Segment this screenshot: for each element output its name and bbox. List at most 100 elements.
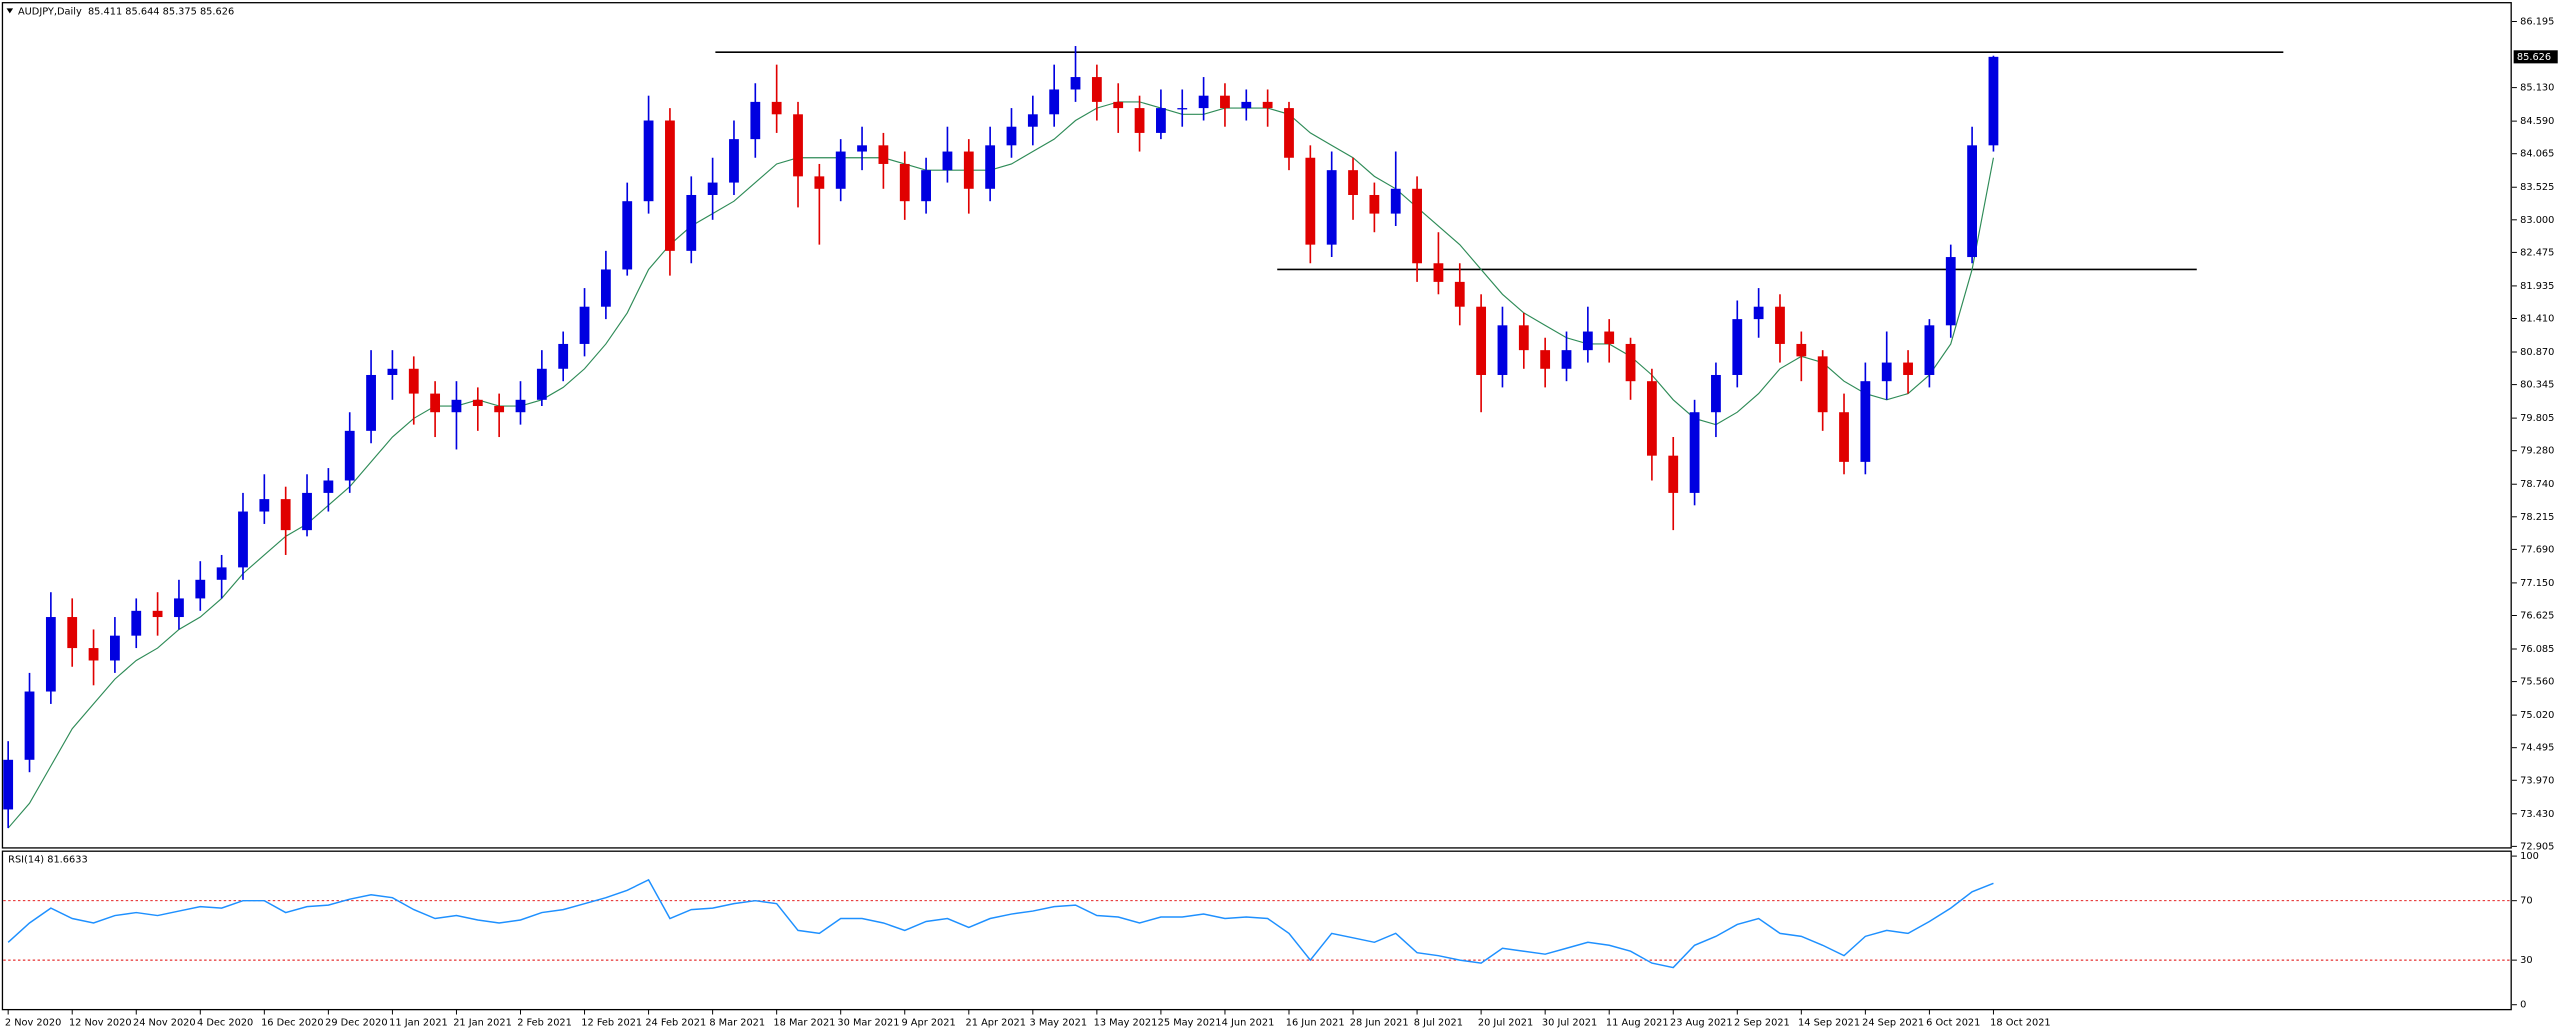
candle-body	[1390, 188, 1401, 214]
candle-body	[1775, 306, 1785, 344]
candle-body	[1924, 325, 1935, 375]
y-tick-label: 83.525	[2520, 182, 2554, 193]
candle-body	[323, 480, 334, 493]
x-tick-label: 14 Sep 2021	[1798, 1018, 1860, 1029]
candle-body	[1156, 108, 1166, 133]
candle-body	[1006, 126, 1017, 146]
chart-title: AUDJPY,Daily 85.411 85.644 85.375 85.626	[18, 7, 234, 18]
x-tick-label: 16 Dec 2020	[261, 1018, 324, 1029]
candle-body	[344, 430, 355, 481]
x-tick-label: 18 Oct 2021	[1990, 1018, 2050, 1029]
candle-body	[1646, 381, 1657, 456]
candle-body	[1454, 281, 1465, 307]
x-tick-label: 28 Jun 2021	[1350, 1018, 1409, 1029]
candle-body	[1027, 114, 1038, 127]
candle-body	[1497, 325, 1508, 375]
candle-body	[1561, 350, 1572, 369]
x-tick-label: 21 Jan 2021	[453, 1018, 512, 1029]
rsi-title: RSI(14) 81.6633	[8, 854, 88, 865]
candle-body	[67, 617, 78, 649]
candle-body	[1284, 108, 1294, 158]
x-tick-label: 18 Mar 2021	[773, 1018, 835, 1029]
candle-body	[1220, 95, 1230, 109]
price-panel	[1, 2, 2512, 849]
x-tick-label: 29 Dec 2020	[325, 1018, 388, 1029]
y-tick-label: 83.000	[2520, 215, 2554, 226]
candle-body	[878, 145, 889, 164]
candle-body	[302, 492, 312, 531]
y-tick-label: 73.430	[2520, 809, 2554, 820]
candle-body	[1348, 170, 1358, 195]
x-tick-label: 8 Mar 2021	[709, 1018, 765, 1029]
candle-body	[771, 101, 782, 115]
x-tick-label: 2 Nov 2020	[5, 1018, 61, 1029]
candle-body	[195, 579, 206, 599]
candle-body	[1518, 325, 1529, 351]
x-tick-label: 4 Dec 2020	[197, 1018, 253, 1029]
candle-body	[1049, 89, 1060, 115]
y-tick-label: 78.215	[2520, 512, 2554, 523]
x-tick-label: 12 Feb 2021	[581, 1018, 642, 1029]
candle-body	[942, 151, 953, 171]
y-tick-label: 75.020	[2520, 710, 2554, 721]
candle-body	[1711, 374, 1721, 413]
current-price-box	[2513, 50, 2558, 64]
candle-body	[430, 393, 441, 413]
y-tick-label: 76.625	[2520, 610, 2554, 621]
rsi-tick-label: 100	[2520, 851, 2539, 862]
candle-body	[1903, 362, 1913, 375]
rsi-tick-label: 0	[2520, 1000, 2526, 1011]
candle-body	[600, 269, 611, 307]
y-tick-label: 80.345	[2520, 380, 2554, 391]
candle-body	[558, 343, 569, 369]
candle-body	[408, 368, 419, 394]
candle-body	[729, 139, 739, 183]
candle-body	[1113, 101, 1124, 109]
candle-body	[1945, 257, 1956, 326]
x-tick-label: 13 May 2021	[1094, 1018, 1158, 1029]
y-tick-label: 79.280	[2520, 446, 2554, 457]
y-tick-label: 86.195	[2520, 17, 2554, 28]
y-tick-label: 73.970	[2520, 775, 2554, 786]
x-tick-label: 6 Oct 2021	[1926, 1018, 1980, 1029]
x-tick-label: 12 Nov 2020	[69, 1018, 132, 1029]
x-tick-label: 4 Jun 2021	[1222, 1018, 1275, 1029]
candle-body	[494, 406, 505, 413]
candle-body	[1369, 194, 1380, 214]
y-tick-label: 77.150	[2520, 578, 2554, 589]
x-tick-label: 24 Feb 2021	[645, 1018, 706, 1029]
y-tick-label: 78.740	[2520, 479, 2554, 490]
candle-body	[280, 499, 291, 531]
candle-body	[1668, 455, 1679, 493]
candle-body	[1241, 101, 1252, 109]
candle-body	[1732, 319, 1743, 375]
candle-body	[1540, 350, 1551, 369]
candle-body	[515, 399, 526, 413]
x-tick-label: 24 Sep 2021	[1862, 1018, 1924, 1029]
y-tick-label: 81.935	[2520, 281, 2554, 292]
candle-body	[1177, 108, 1188, 110]
candle-body	[1262, 101, 1273, 109]
candle-body	[536, 368, 547, 400]
moving-average	[7, 101, 1995, 829]
candle-body	[793, 114, 803, 177]
candle-body	[1412, 188, 1422, 264]
candle-body	[921, 170, 931, 202]
x-tick-label: 11 Aug 2021	[1606, 1018, 1669, 1029]
menu-icon[interactable]	[6, 8, 14, 14]
x-tick-label: 30 Mar 2021	[837, 1018, 899, 1029]
candle-body	[835, 151, 846, 189]
y-tick-label: 82.475	[2520, 247, 2554, 258]
candle-body	[131, 610, 142, 636]
candle-body	[1860, 381, 1871, 462]
y-tick-label: 84.590	[2520, 116, 2554, 127]
candle-body	[707, 182, 718, 195]
x-tick-label: 9 Apr 2021	[901, 1018, 955, 1029]
y-tick-label: 75.560	[2520, 677, 2554, 688]
candle-body	[1070, 77, 1081, 90]
candle-body	[622, 201, 633, 270]
x-tick-label: 21 Apr 2021	[966, 1018, 1026, 1029]
